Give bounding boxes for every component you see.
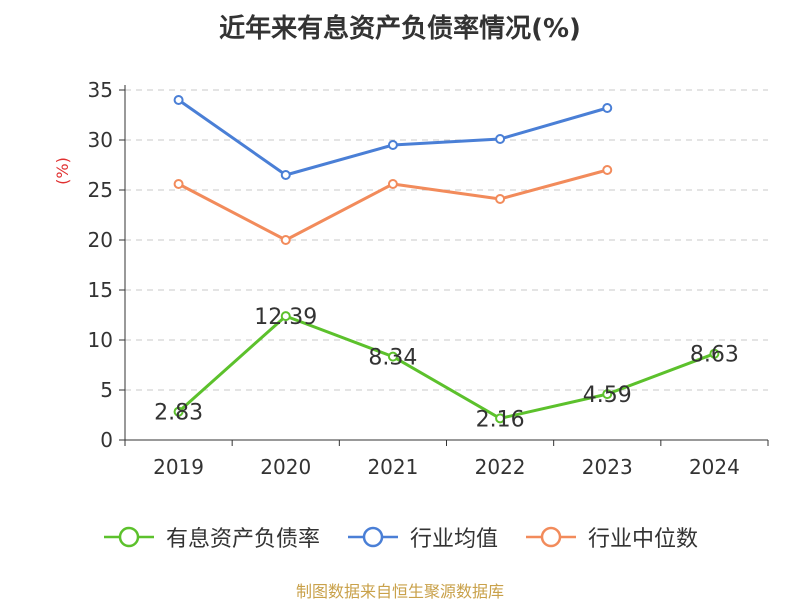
legend-line-marker-icon (347, 526, 398, 548)
legend-label: 行业中位数 (588, 527, 699, 552)
legend-line-marker-icon (103, 526, 154, 548)
legend-item-0[interactable]: 有息资产负债率 (102, 521, 320, 553)
data-label: 2.83 (154, 401, 203, 426)
legend-line-marker-icon (526, 526, 576, 548)
data-point[interactable] (495, 194, 506, 204)
data-labels: 2.83 12.39 8.34 2.16 4.59 8.63 (154, 305, 739, 432)
series-lines (173, 95, 720, 424)
data-point[interactable] (602, 165, 613, 175)
x-tick-label: 2023 (582, 455, 633, 479)
legend: 有息资产负债率 行业均值 行业中位数 (0, 520, 800, 554)
x-tick-label: 2022 (475, 455, 526, 479)
y-tick-label: 10 (88, 328, 113, 352)
y-tick-label: 5 (100, 378, 113, 402)
series-line-0 (177, 314, 715, 420)
y-tick-label: 30 (88, 128, 113, 152)
x-tick-label: 2020 (260, 455, 311, 479)
data-point[interactable] (280, 170, 291, 180)
y-tick-label: 25 (88, 178, 113, 202)
data-point[interactable] (495, 134, 506, 144)
legend-item-2[interactable]: 行业中位数 (524, 521, 698, 553)
data-point[interactable] (709, 348, 720, 359)
data-label: 8.34 (368, 346, 417, 371)
legend-item-1[interactable]: 行业均值 (346, 521, 498, 553)
axes: 0 5 10 15 20 25 30 35 2019 2020 2021 2022 2023 2024 (%… (53, 78, 769, 479)
data-point[interactable] (173, 406, 184, 417)
data-point[interactable] (495, 413, 506, 424)
legend-label: 行业均值 (409, 527, 498, 552)
data-point[interactable] (280, 235, 291, 245)
data-label: 2.16 (476, 407, 525, 432)
y-axis-label: (%) (53, 157, 72, 185)
data-point[interactable] (387, 140, 398, 150)
x-tick-label: 2019 (153, 455, 204, 479)
series-line-1 (177, 98, 608, 177)
data-point[interactable] (280, 311, 291, 322)
data-point[interactable] (602, 103, 613, 113)
chart-title: 近年来有息资产负债率情况(%) (219, 14, 581, 44)
data-point[interactable] (387, 179, 398, 189)
data-point[interactable] (173, 179, 184, 189)
grid-lines (125, 89, 768, 391)
data-point[interactable] (602, 389, 613, 400)
y-tick-label: 15 (88, 278, 113, 302)
source-note: 制图数据来自恒生聚源数据库 (295, 582, 504, 601)
y-tick-label: 35 (88, 78, 113, 102)
legend-label: 有息资产负债率 (165, 527, 320, 552)
data-point[interactable] (173, 95, 184, 105)
x-tick-label: 2024 (689, 455, 740, 479)
data-label: 4.59 (583, 383, 632, 408)
data-point[interactable] (387, 351, 398, 362)
data-label: 8.63 (690, 343, 739, 368)
data-label: 12.39 (254, 305, 317, 330)
y-tick-label: 20 (88, 228, 113, 252)
x-tick-label: 2021 (367, 455, 418, 479)
y-tick-label: 0 (100, 428, 113, 452)
